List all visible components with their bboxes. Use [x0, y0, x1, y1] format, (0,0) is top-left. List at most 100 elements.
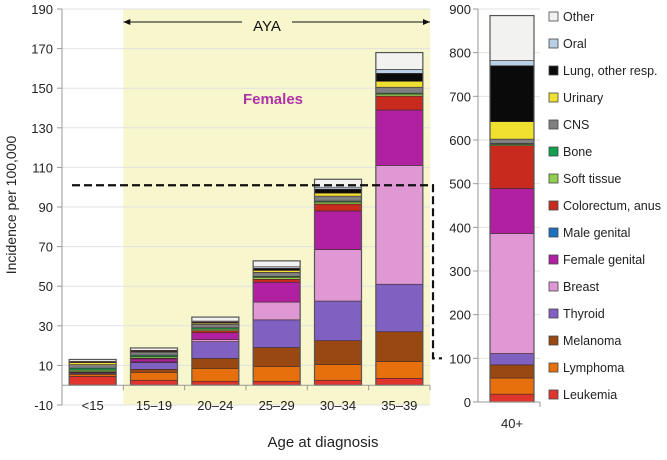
- left-y-tick-label: 130: [31, 121, 53, 136]
- bar-segment-lymphoma: [375, 361, 424, 379]
- bar-segment-female-genital: [375, 109, 424, 166]
- bar-segment-melanoma: [314, 340, 362, 365]
- bar-stack-35-39: [375, 51, 424, 386]
- bar-segment-thyroid: [489, 353, 535, 366]
- bar-segment-other: [252, 260, 301, 268]
- arrow-left-icon: [123, 19, 131, 25]
- right-x-tick-label: 40+: [501, 416, 523, 431]
- bar-segment-melanoma: [252, 347, 301, 367]
- right-y-tick-label: 700: [449, 89, 471, 104]
- bar-segment-leukemia: [489, 393, 535, 403]
- bar-segment-lung-other-resp: [314, 188, 362, 194]
- bar-segment-lymphoma: [252, 366, 301, 382]
- legend-item-other: Other: [548, 10, 594, 24]
- legend-item-female-genital: Female genital: [548, 253, 645, 267]
- left-x-tick-label: 25–29: [259, 398, 295, 413]
- bar-segment-other: [489, 15, 535, 61]
- legend-swatch: [548, 200, 559, 211]
- bar-segment-leukemia: [68, 375, 117, 386]
- legend-label: CNS: [563, 118, 589, 132]
- aya-label: AYA: [253, 18, 281, 35]
- left-y-tick-label: 70: [39, 240, 53, 255]
- legend-item-lung-other-resp: Lung, other resp.: [548, 64, 658, 78]
- bar-segment-thyroid: [314, 300, 362, 341]
- right-y-tick-label: 800: [449, 46, 471, 61]
- legend-label: Thyroid: [563, 307, 605, 321]
- legend-item-thyroid: Thyroid: [548, 307, 605, 321]
- legend-item-urinary: Urinary: [548, 91, 604, 105]
- bar-segment-female-genital: [252, 281, 301, 303]
- bar-segment-cns: [314, 195, 362, 202]
- bar-segment-cns: [130, 351, 178, 356]
- females-label: Females: [243, 91, 303, 108]
- bar-segment-melanoma: [489, 364, 535, 379]
- legend-swatch: [548, 308, 559, 319]
- right-y-tick-label: 100: [449, 351, 471, 366]
- bar-segment-melanoma: [375, 331, 424, 362]
- bar-segment-colorectum-anus: [375, 95, 424, 111]
- bar-segment-leukemia: [375, 377, 424, 386]
- bar-segment-female-genital: [489, 188, 535, 234]
- right-y-tick-label: 400: [449, 220, 471, 235]
- bar-segment-colorectum-anus: [489, 145, 535, 189]
- legend-swatch: [548, 11, 559, 22]
- bar-segment-breast: [489, 233, 535, 354]
- legend-item-leukemia: Leukemia: [548, 388, 617, 402]
- legend-item-male-genital: Male genital: [548, 226, 630, 240]
- legend-swatch: [548, 227, 559, 238]
- legend-swatch: [548, 389, 559, 400]
- bar-segment-colorectum-anus: [252, 278, 301, 283]
- legend-item-breast: Breast: [548, 280, 600, 294]
- legend-item-lymphoma: Lymphoma: [548, 361, 624, 375]
- y-axis-title: Incidence per 100,000: [3, 136, 19, 275]
- legend-label: Leukemia: [563, 388, 617, 402]
- bar-stack-40: [489, 14, 535, 403]
- left-y-tick-label: 50: [39, 279, 53, 294]
- left-y-tick-label: -10: [34, 398, 53, 413]
- legend-item-soft-tissue: Soft tissue: [548, 172, 621, 186]
- left-y-tick-label: 90: [39, 200, 53, 215]
- legend-label: Lymphoma: [563, 361, 624, 375]
- bar-segment-breast: [252, 301, 301, 321]
- bar-segment-breast: [375, 165, 424, 285]
- right-y-tick-label: 200: [449, 308, 471, 323]
- left-x-tick-label: 35–39: [381, 398, 417, 413]
- bar-segment-cns: [489, 138, 535, 144]
- bar-stack-30-34: [313, 178, 363, 386]
- bar-segment-female-genital: [130, 358, 178, 363]
- bar-segment-lymphoma: [130, 372, 178, 381]
- bar-segment-urinary: [314, 192, 362, 197]
- legend-swatch: [548, 119, 559, 130]
- legend-label: Lung, other resp.: [563, 64, 658, 78]
- bar-segment-colorectum-anus: [314, 203, 362, 212]
- legend-label: Bone: [563, 145, 592, 159]
- legend-item-oral: Oral: [548, 37, 587, 51]
- right-y-tick-label: 900: [449, 2, 471, 17]
- legend-item-cns: CNS: [548, 118, 589, 132]
- bar-segment-female-genital: [314, 210, 362, 250]
- bar-segment-cns: [68, 364, 117, 369]
- legend-label: Melanoma: [563, 334, 621, 348]
- bar-segment-lymphoma: [489, 377, 535, 395]
- legend-swatch: [548, 335, 559, 346]
- bar-segment-other: [375, 52, 424, 70]
- bar-segment-cns: [191, 323, 240, 329]
- legend-swatch: [548, 38, 559, 49]
- legend-label: Urinary: [563, 91, 604, 105]
- left-y-tick-label: 30: [39, 319, 53, 334]
- bar-segment-oral: [489, 60, 535, 67]
- bar-segment-cns: [252, 272, 301, 277]
- right-y-tick-label: 600: [449, 133, 471, 148]
- bar-stack-20-24: [191, 316, 240, 386]
- legend-label: Other: [563, 10, 594, 24]
- bar-segment-lymphoma: [314, 364, 362, 381]
- legend-item-melanoma: Melanoma: [548, 334, 621, 348]
- bar-segment-breast: [314, 249, 362, 302]
- legend-item-bone: Bone: [548, 145, 592, 159]
- bar-stack-25-29: [252, 260, 301, 386]
- legend-label: Breast: [563, 280, 600, 294]
- legend-swatch: [548, 92, 559, 103]
- left-y-tick-label: 110: [32, 160, 53, 175]
- left-x-tick-label: 15–19: [136, 398, 172, 413]
